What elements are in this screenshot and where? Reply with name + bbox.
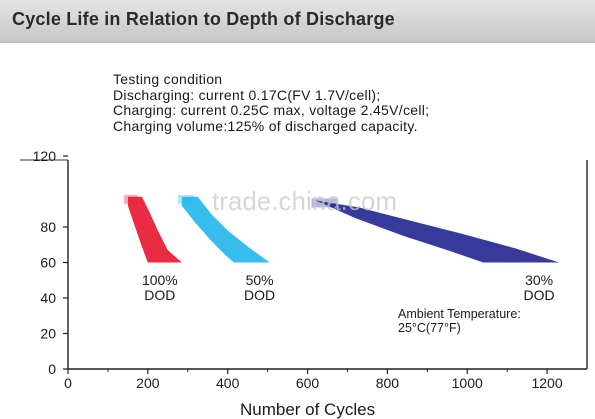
testing-conditions: Testing condition Discharging: current 0…	[113, 71, 430, 134]
series-start-cap	[311, 198, 338, 208]
y-tick-label: 80	[40, 219, 56, 235]
series-label: DOD	[144, 287, 175, 303]
conditions-line: Charging: current 0.25C max, voltage 2.4…	[113, 102, 430, 118]
y-tick-label: 0	[48, 361, 56, 377]
title-bar: Cycle Life in Relation to Depth of Disch…	[0, 0, 595, 43]
x-tick-label: 600	[296, 375, 320, 391]
series-label: DOD	[524, 287, 555, 303]
conditions-line: Testing condition	[113, 71, 223, 87]
x-tick-label: 0	[64, 375, 72, 391]
series-layer	[123, 194, 560, 263]
x-tick-label: 1200	[531, 375, 562, 391]
series-label: 30%	[525, 272, 553, 288]
chart-title: Cycle Life in Relation to Depth of Disch…	[12, 9, 395, 29]
conditions-line: Charging volume:125% of discharged capac…	[113, 117, 418, 134]
y-tick-label: 120	[33, 148, 57, 164]
y-tick-label: 60	[40, 255, 56, 271]
series-band-30-dod	[315, 200, 560, 263]
x-tick-label: 800	[376, 375, 400, 391]
annotation-text: Ambient Temperature:	[398, 307, 521, 321]
series-start-cap	[123, 194, 138, 204]
annotation-text: 25°C(77°F)	[398, 321, 461, 335]
x-tick-label: 400	[216, 375, 240, 391]
conditions-line: Discharging: current 0.17C(FV 1.7V/cell)…	[113, 86, 381, 103]
series-label: 100%	[142, 272, 178, 288]
series-start-cap	[177, 194, 194, 204]
watermark: trade.china.com	[212, 186, 397, 216]
series-band-100-dod	[127, 196, 182, 263]
series-band-50-dod	[181, 196, 270, 263]
x-axis-label: Number of Cycles	[240, 400, 375, 419]
x-tick-label: 1000	[452, 375, 483, 391]
y-tick-label: 20	[40, 326, 56, 342]
x-tick-label: 200	[136, 375, 160, 391]
series-label: DOD	[244, 287, 275, 303]
series-label: 50%	[246, 272, 274, 288]
y-tick-label: 40	[40, 290, 56, 306]
